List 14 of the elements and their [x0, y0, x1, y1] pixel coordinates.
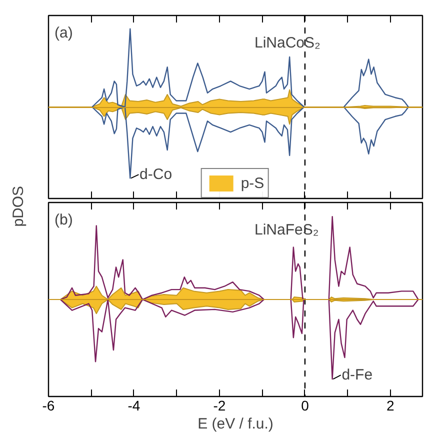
annotation: (a) — [54, 24, 73, 42]
x-tick-label: -6 — [42, 398, 55, 414]
legend-label: p-S — [240, 174, 264, 192]
x-tick-label: 2 — [386, 398, 395, 414]
x-tick-label: -2 — [213, 398, 226, 414]
annotation: LiNaCoS₂ — [254, 34, 321, 52]
x-tick-label: -4 — [128, 398, 140, 414]
y-axis-title: pDOS — [10, 186, 27, 227]
series-label: d-Fe — [342, 366, 373, 384]
annotation: (b) — [54, 212, 73, 228]
x-tick-label: 0 — [301, 398, 310, 414]
annotation: LiNaFeS₂ — [254, 222, 319, 238]
x-axis-title: E (eV / f.u.) — [198, 416, 274, 432]
series-label: d-Co — [140, 166, 172, 184]
